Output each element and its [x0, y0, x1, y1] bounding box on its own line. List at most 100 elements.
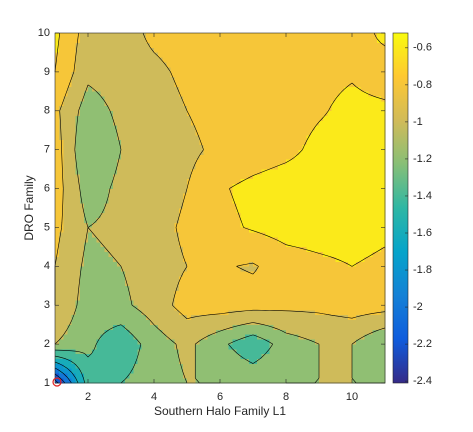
contour-fill — [302, 217, 307, 223]
contour-fill — [228, 173, 233, 180]
contour-fill — [236, 101, 241, 107]
contour-fill — [364, 154, 369, 160]
contour-fill — [145, 266, 151, 272]
contour-fill — [104, 329, 109, 335]
contour-fill — [343, 159, 349, 165]
contour-fill — [302, 154, 307, 160]
contour-fill — [277, 324, 283, 330]
contour-fill — [261, 198, 266, 204]
contour-fill — [376, 276, 382, 282]
contour-fill — [166, 314, 171, 321]
contour-fill — [224, 329, 229, 335]
contour-fill — [125, 358, 130, 364]
contour-fill — [203, 246, 208, 253]
contour-fill — [306, 188, 312, 194]
contour-fill — [75, 110, 81, 116]
contour-fill — [67, 310, 72, 316]
contour-fill — [380, 261, 386, 267]
contour-fill — [203, 135, 208, 141]
contour-fill — [145, 203, 151, 209]
contour-fill — [182, 110, 188, 116]
contour-fill — [141, 246, 147, 253]
contour-fill — [112, 232, 118, 238]
contour-fill — [232, 280, 237, 287]
contour-fill — [356, 373, 361, 379]
contour-fill — [121, 368, 126, 374]
contour-fill — [273, 222, 279, 228]
contour-fill — [191, 310, 196, 316]
contour-fill — [149, 144, 155, 150]
contour-fill — [187, 154, 192, 160]
contour-fill — [104, 334, 109, 340]
contour-fill — [298, 242, 303, 248]
contour-fill — [112, 125, 118, 131]
contour-fill — [174, 217, 180, 223]
contour-fill — [182, 101, 188, 107]
contour-fill — [154, 334, 159, 340]
contour-fill — [286, 169, 291, 175]
contour-fill — [211, 198, 217, 204]
contour-fill — [104, 212, 109, 219]
contour-fill — [125, 101, 130, 107]
contour-fill — [96, 276, 101, 282]
contour-fill — [228, 378, 233, 384]
contour-fill — [290, 300, 295, 306]
contour-fill — [121, 280, 126, 287]
contour-fill — [380, 178, 386, 184]
contour-fill — [248, 329, 254, 335]
contour-fill — [166, 261, 171, 267]
contour-fill — [211, 159, 217, 165]
contour-fill — [182, 368, 188, 374]
contour-fill — [302, 276, 307, 282]
contour-fill — [158, 76, 163, 82]
contour-fill — [306, 222, 312, 228]
contour-fill — [55, 154, 60, 160]
contour-fill — [248, 212, 254, 219]
contour-fill — [257, 193, 262, 199]
contour-fill — [323, 125, 328, 131]
contour-fill — [269, 101, 274, 107]
contour-fill — [347, 256, 353, 262]
contour-fill — [236, 135, 241, 141]
contour-fill — [174, 135, 180, 141]
contour-fill — [314, 246, 320, 253]
contour-fill — [356, 198, 361, 204]
contour-fill — [125, 368, 130, 374]
contour-fill — [67, 120, 72, 126]
contour-fill — [310, 358, 316, 364]
contour-fill — [314, 261, 320, 267]
contour-fill — [228, 125, 233, 131]
contour-fill — [79, 305, 85, 311]
contour-fill — [314, 173, 320, 180]
contour-fill — [319, 105, 324, 112]
contour-fill — [380, 173, 386, 180]
contour-fill — [339, 261, 345, 267]
contour-fill — [83, 144, 89, 150]
contour-fill — [178, 353, 184, 359]
contour-fill — [277, 164, 283, 170]
contour-fill — [265, 193, 270, 199]
contour-fill — [55, 222, 60, 228]
contour-fill — [286, 276, 291, 282]
contour-fill — [59, 280, 64, 287]
contour-fill — [149, 188, 155, 194]
contour-fill — [195, 91, 200, 97]
contour-fill — [104, 242, 109, 248]
contour-fill — [71, 164, 76, 170]
contour-fill — [178, 339, 184, 345]
contour-fill — [265, 188, 270, 194]
contour-fill — [376, 144, 382, 150]
contour-fill — [63, 334, 68, 340]
contour-fill — [199, 280, 204, 287]
contour-fill — [224, 348, 229, 355]
contour-fill — [314, 324, 320, 330]
contour-fill — [104, 159, 109, 165]
contour-fill — [92, 305, 97, 311]
contour-fill — [269, 135, 274, 141]
contour-fill — [63, 363, 68, 369]
contour-fill — [343, 130, 349, 136]
contour-fill — [162, 203, 167, 209]
contour-fill — [380, 232, 386, 238]
contour-fill — [96, 310, 101, 316]
contour-fill — [141, 339, 147, 345]
